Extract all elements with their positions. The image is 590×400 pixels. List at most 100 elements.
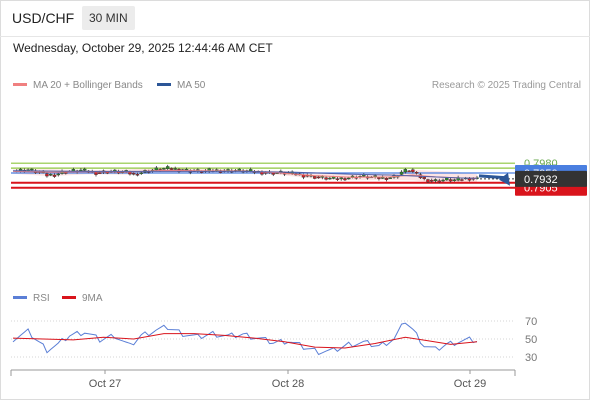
candle-body: [335, 178, 340, 180]
candle-body: [426, 179, 430, 183]
candle-body: [437, 180, 441, 183]
candle-body: [343, 178, 347, 181]
candle-body: [380, 177, 385, 179]
rsi-ma-swatch: [62, 295, 76, 299]
candle: [403, 167, 408, 174]
candle: [45, 172, 49, 178]
timestamp: Wednesday, October 29, 2025 12:44:46 AM …: [13, 41, 273, 55]
candle-body: [173, 168, 177, 170]
legend-rsi-ma: 9MA: [62, 293, 103, 304]
candle-body: [448, 179, 453, 182]
candle-body: [467, 178, 472, 181]
candle: [437, 178, 441, 184]
candle-body: [347, 177, 351, 180]
candle: [52, 173, 57, 178]
candle-body: [184, 169, 189, 171]
candle-body: [82, 168, 87, 171]
candle-body: [271, 172, 275, 175]
candle-body: [331, 176, 336, 179]
candle-body: [49, 173, 53, 176]
legend-ma-bollinger: MA 20 + Bollinger Bands: [13, 80, 143, 91]
candle-body: [45, 173, 49, 177]
candle: [135, 172, 140, 177]
candle: [165, 164, 170, 171]
legend-ma50: MA 50: [157, 80, 205, 91]
ma50-line: [12, 170, 478, 179]
rsi-ma-line: [12, 333, 478, 349]
candle-body: [169, 168, 174, 170]
legend-rsi-ma-label: 9MA: [82, 293, 103, 304]
candle: [30, 168, 34, 171]
candle-body: [248, 169, 253, 172]
candle: [399, 170, 404, 176]
candle-body: [384, 178, 389, 180]
candle: [162, 167, 166, 170]
candle-body: [362, 174, 366, 177]
candle-body: [339, 177, 343, 180]
candle-body: [30, 168, 34, 171]
ma50-swatch: [157, 82, 171, 86]
candle-body: [411, 169, 415, 172]
candle: [426, 178, 430, 183]
candle-body: [399, 171, 404, 175]
legend-ma50-label: MA 50: [177, 80, 206, 91]
candle: [430, 178, 434, 183]
candle-body: [407, 170, 411, 173]
interval-badge[interactable]: 30 MIN: [82, 6, 135, 30]
candle-body: [377, 177, 381, 179]
x-tick-label: Oct 29: [454, 378, 486, 390]
candle-body: [64, 172, 68, 174]
rsi-line: [12, 322, 478, 356]
candle: [407, 170, 411, 173]
candle-body: [324, 177, 328, 180]
legend-rsi: RSI: [13, 293, 50, 304]
header-divider: [0, 36, 590, 37]
legend-rsi-label: RSI: [33, 293, 50, 304]
rsi-tick-30: 30: [525, 352, 537, 364]
candle-body: [452, 179, 457, 181]
x-tick-label: Oct 27: [89, 378, 121, 390]
chart-header: USD/CHF 30 MIN: [0, 0, 590, 36]
x-tick-label: Oct 28: [272, 378, 304, 390]
candle: [411, 168, 415, 174]
legend-ma-bollinger-label: MA 20 + Bollinger Bands: [33, 80, 143, 91]
ma20-swatch: [13, 82, 27, 86]
symbol-title: USD/CHF: [12, 10, 75, 26]
candle-body: [313, 176, 317, 179]
candle-body: [414, 171, 419, 174]
candle: [49, 173, 53, 177]
projection-arrowhead: [499, 172, 510, 186]
candle: [339, 176, 343, 181]
candle-body: [445, 177, 449, 181]
candle: [56, 172, 60, 177]
rsi-swatch: [13, 295, 27, 299]
last-price-label: 0.7932: [524, 174, 558, 186]
research-credit: Research © 2025 Trading Central: [431, 80, 581, 91]
candle-body: [328, 177, 332, 180]
candle-body: [52, 174, 57, 177]
candle-body: [139, 172, 143, 174]
candle-body: [430, 179, 434, 182]
projection-arrow: [478, 174, 507, 180]
candle: [448, 177, 453, 183]
candle-body: [316, 176, 321, 179]
rsi-tick-50: 50: [525, 334, 537, 346]
candle: [452, 178, 457, 182]
candle: [433, 178, 438, 183]
candle-body: [165, 166, 170, 169]
candle-body: [388, 177, 392, 179]
rsi-tick-70: 70: [525, 316, 537, 328]
candle-body: [433, 179, 438, 182]
candle-body: [98, 172, 102, 174]
candle: [324, 175, 328, 181]
candle-body: [162, 168, 166, 170]
candle-body: [422, 176, 426, 179]
candle: [328, 176, 332, 180]
candle-body: [132, 173, 136, 175]
candle-body: [56, 173, 60, 176]
candle-body: [441, 179, 445, 182]
candle: [132, 172, 136, 176]
candle: [335, 177, 340, 182]
candle: [173, 166, 177, 170]
